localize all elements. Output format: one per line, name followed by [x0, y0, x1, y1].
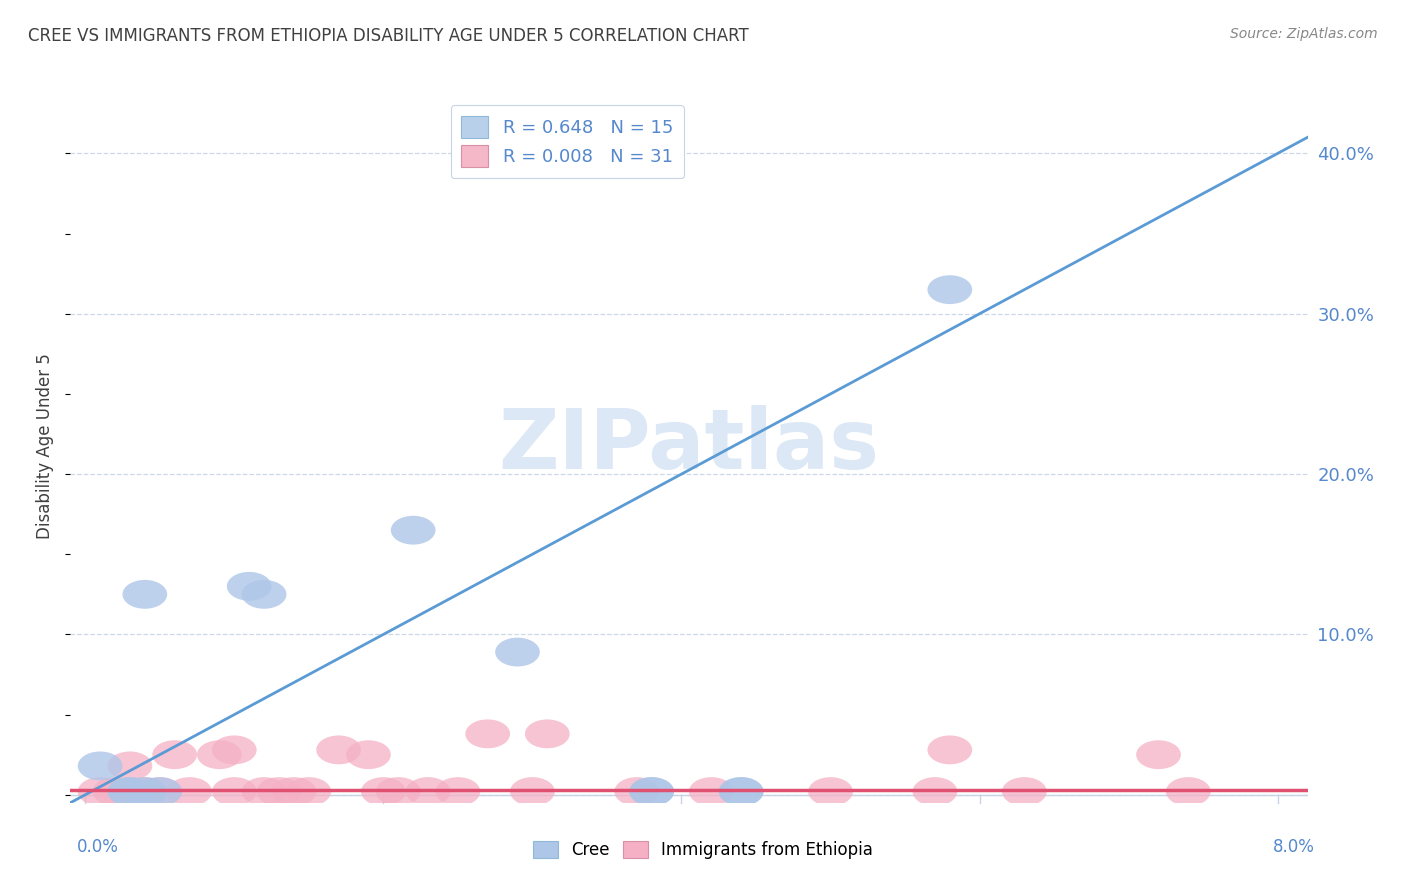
Ellipse shape — [465, 720, 510, 748]
Ellipse shape — [495, 638, 540, 666]
Ellipse shape — [524, 720, 569, 748]
Ellipse shape — [138, 777, 183, 806]
Ellipse shape — [928, 276, 972, 304]
Legend: Cree, Immigrants from Ethiopia: Cree, Immigrants from Ethiopia — [526, 834, 880, 866]
Y-axis label: Disability Age Under 5: Disability Age Under 5 — [37, 353, 55, 539]
Ellipse shape — [1002, 777, 1046, 806]
Ellipse shape — [77, 751, 122, 780]
Ellipse shape — [630, 777, 673, 806]
Ellipse shape — [93, 777, 138, 806]
Ellipse shape — [212, 735, 257, 764]
Ellipse shape — [316, 735, 361, 764]
Text: 8.0%: 8.0% — [1272, 838, 1315, 856]
Ellipse shape — [361, 777, 406, 806]
Ellipse shape — [406, 777, 450, 806]
Ellipse shape — [242, 580, 287, 608]
Ellipse shape — [152, 740, 197, 769]
Ellipse shape — [808, 777, 853, 806]
Ellipse shape — [391, 516, 436, 545]
Text: ZIPatlas: ZIPatlas — [499, 406, 879, 486]
Ellipse shape — [912, 777, 957, 806]
Legend: R = 0.648   N = 15, R = 0.008   N = 31: R = 0.648 N = 15, R = 0.008 N = 31 — [450, 105, 685, 178]
Ellipse shape — [1166, 777, 1211, 806]
Text: Source: ZipAtlas.com: Source: ZipAtlas.com — [1230, 27, 1378, 41]
Ellipse shape — [287, 777, 332, 806]
Ellipse shape — [212, 777, 257, 806]
Ellipse shape — [718, 777, 763, 806]
Ellipse shape — [77, 777, 122, 806]
Ellipse shape — [614, 777, 659, 806]
Ellipse shape — [226, 572, 271, 600]
Ellipse shape — [108, 777, 152, 806]
Ellipse shape — [928, 735, 972, 764]
Ellipse shape — [197, 740, 242, 769]
Ellipse shape — [271, 777, 316, 806]
Text: 0.0%: 0.0% — [77, 838, 120, 856]
Ellipse shape — [630, 777, 673, 806]
Ellipse shape — [375, 777, 420, 806]
Ellipse shape — [108, 777, 152, 806]
Ellipse shape — [1136, 740, 1181, 769]
Ellipse shape — [122, 777, 167, 806]
Ellipse shape — [436, 777, 481, 806]
Ellipse shape — [257, 777, 301, 806]
Ellipse shape — [718, 777, 763, 806]
Ellipse shape — [510, 777, 555, 806]
Ellipse shape — [108, 751, 152, 780]
Ellipse shape — [167, 777, 212, 806]
Ellipse shape — [122, 777, 167, 806]
Ellipse shape — [689, 777, 734, 806]
Ellipse shape — [346, 740, 391, 769]
Ellipse shape — [122, 580, 167, 608]
Ellipse shape — [138, 777, 183, 806]
Text: CREE VS IMMIGRANTS FROM ETHIOPIA DISABILITY AGE UNDER 5 CORRELATION CHART: CREE VS IMMIGRANTS FROM ETHIOPIA DISABIL… — [28, 27, 749, 45]
Ellipse shape — [242, 777, 287, 806]
